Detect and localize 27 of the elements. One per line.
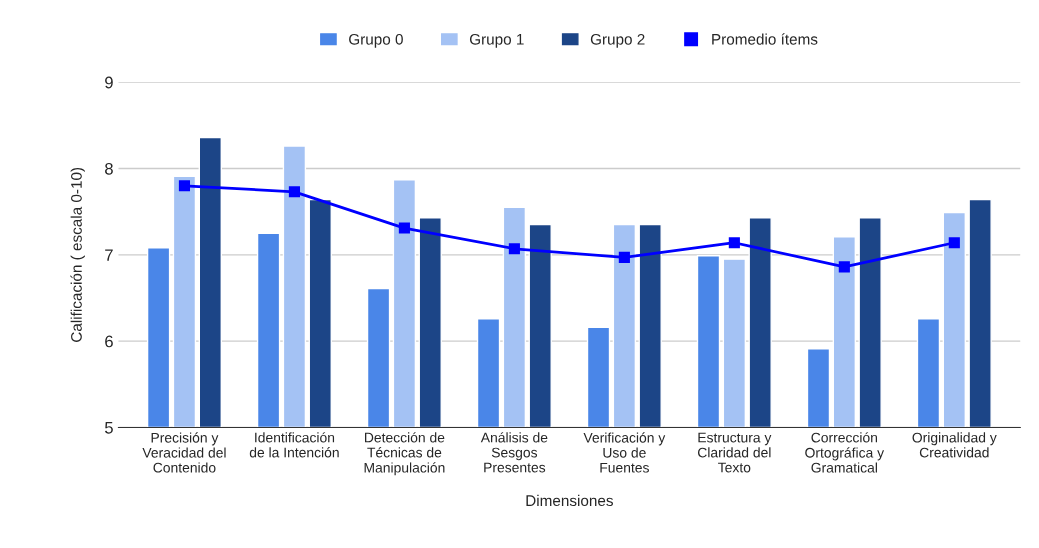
point: [288, 186, 300, 198]
point: [728, 237, 740, 249]
y-tick-label: 6: [105, 335, 113, 348]
x-axis-title: Dimensiones: [526, 494, 613, 507]
legend-label: Promedio ítems: [712, 33, 818, 45]
legend-label: Grupo 2: [590, 33, 645, 48]
y-axis-title: Calificación ( escala 0-10): [70, 167, 85, 342]
legend-label: Grupo 0: [349, 33, 403, 48]
point: [398, 222, 410, 234]
point: [618, 251, 630, 263]
y-tick-label: 8: [105, 162, 113, 175]
x-tick-label: Corrección Ortográfica y Gramatical: [805, 432, 885, 473]
x-tick-label: Detección de Técnicas de Manipulación: [364, 432, 445, 476]
point: [178, 180, 190, 192]
y-tick-label: 7: [105, 249, 113, 261]
point: [508, 243, 520, 255]
x-tick-label: Precisión y Veracidad del Contenido: [142, 432, 226, 473]
y-tick-label: 5: [104, 422, 113, 434]
x-tick-label: Verificación y Uso de Fuentes: [583, 432, 666, 473]
legend-label: Grupo 1: [469, 33, 524, 48]
x-tick-label: Estructura y Claridad del Texto: [697, 432, 772, 473]
point: [838, 261, 850, 273]
x-tick-label: Identificación de la Intención: [249, 432, 339, 458]
x-tick-label: Análisis de Sesgos Presentes: [480, 432, 548, 473]
x-tick-label: Originalidad y Creatividad: [912, 432, 997, 458]
y-tick-label: 9: [105, 76, 113, 89]
point: [948, 237, 960, 249]
